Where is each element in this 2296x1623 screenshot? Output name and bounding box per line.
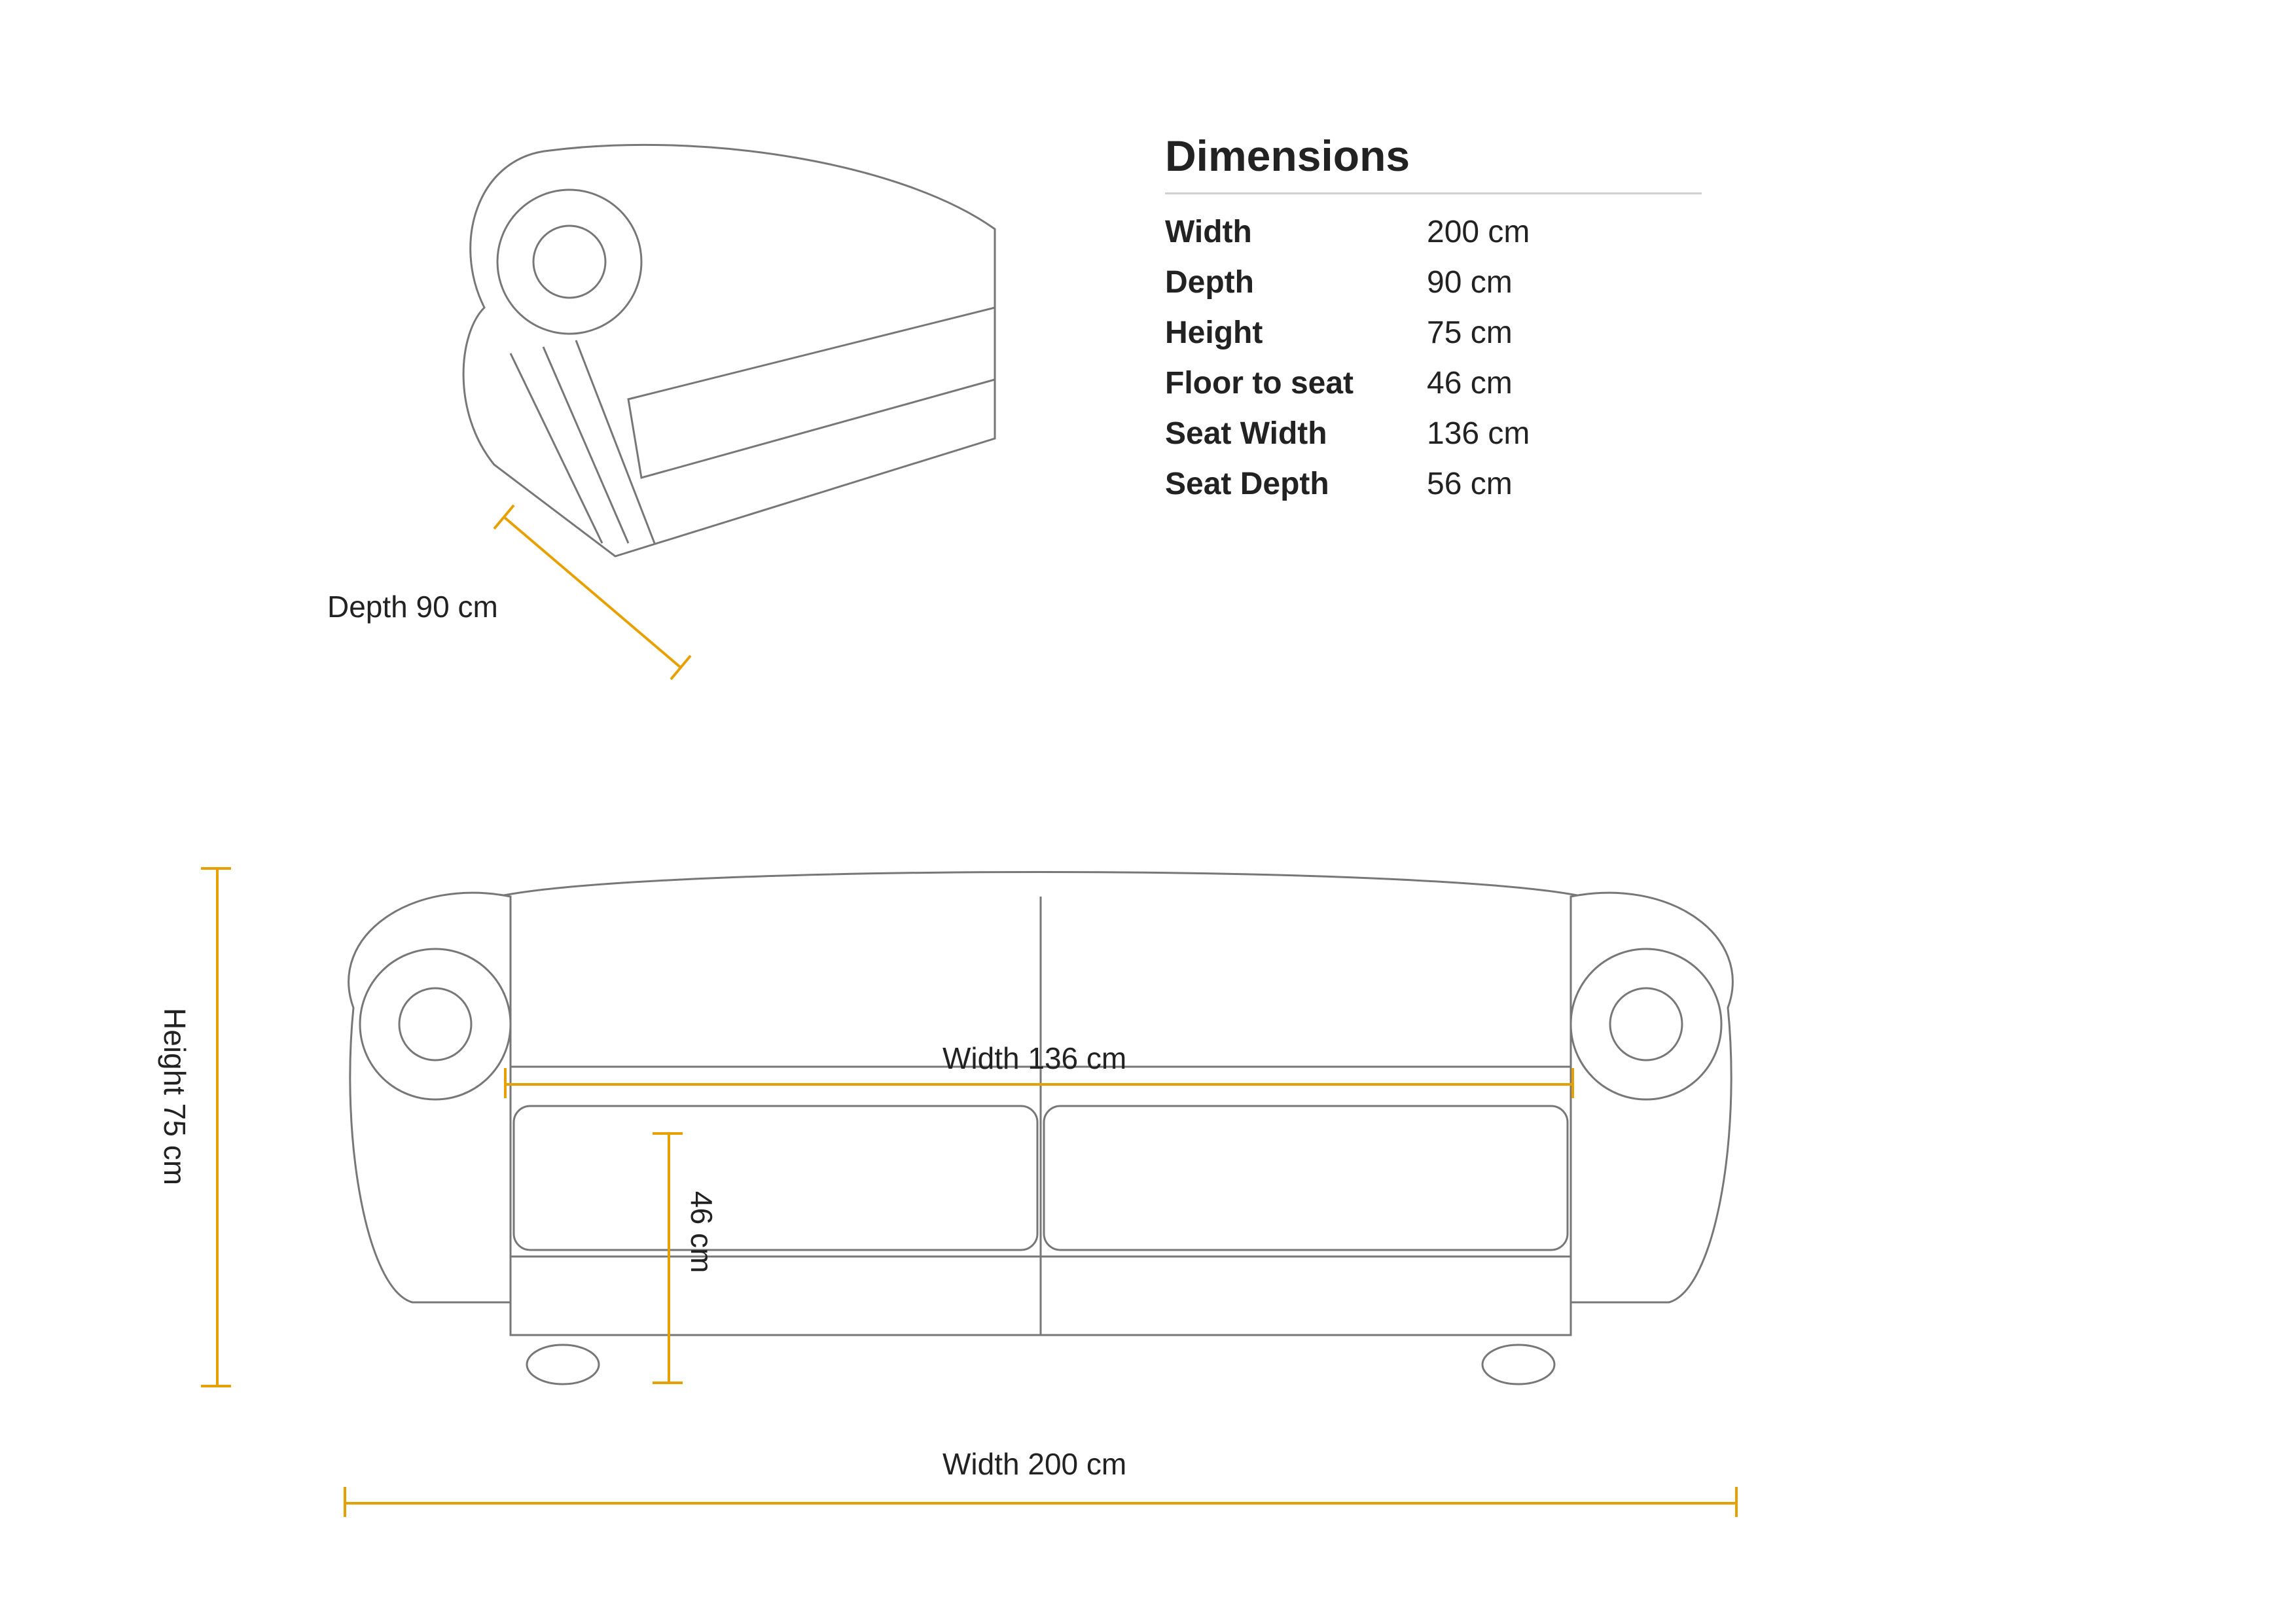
measure-cap: [653, 1382, 683, 1384]
callout-depth: Depth 90 cm: [327, 589, 498, 624]
measure-cap: [344, 1487, 346, 1517]
measure-cap: [653, 1132, 683, 1135]
measure-cap: [504, 1068, 507, 1098]
measure-line-seat-width: [504, 1083, 1574, 1086]
measure-line-seat-height: [668, 1132, 670, 1384]
callout-seat-height: 46 cm: [684, 1191, 719, 1273]
measure-cap: [1735, 1487, 1738, 1517]
callout-overall-height: Height 75 cm: [157, 1008, 192, 1185]
measure-line-depth: [0, 0, 2296, 1623]
measure-cap: [201, 1385, 231, 1387]
measure-line-overall-height: [216, 867, 219, 1387]
callout-seat-width: Width 136 cm: [942, 1041, 1126, 1076]
measure-cap: [201, 867, 231, 870]
measure-cap: [1571, 1068, 1574, 1098]
diagram-canvas: Dimensions Width 200 cm Depth 90 cm Heig…: [0, 0, 2296, 1623]
measure-line-overall-width: [344, 1502, 1738, 1505]
callout-overall-width: Width 200 cm: [942, 1446, 1126, 1482]
